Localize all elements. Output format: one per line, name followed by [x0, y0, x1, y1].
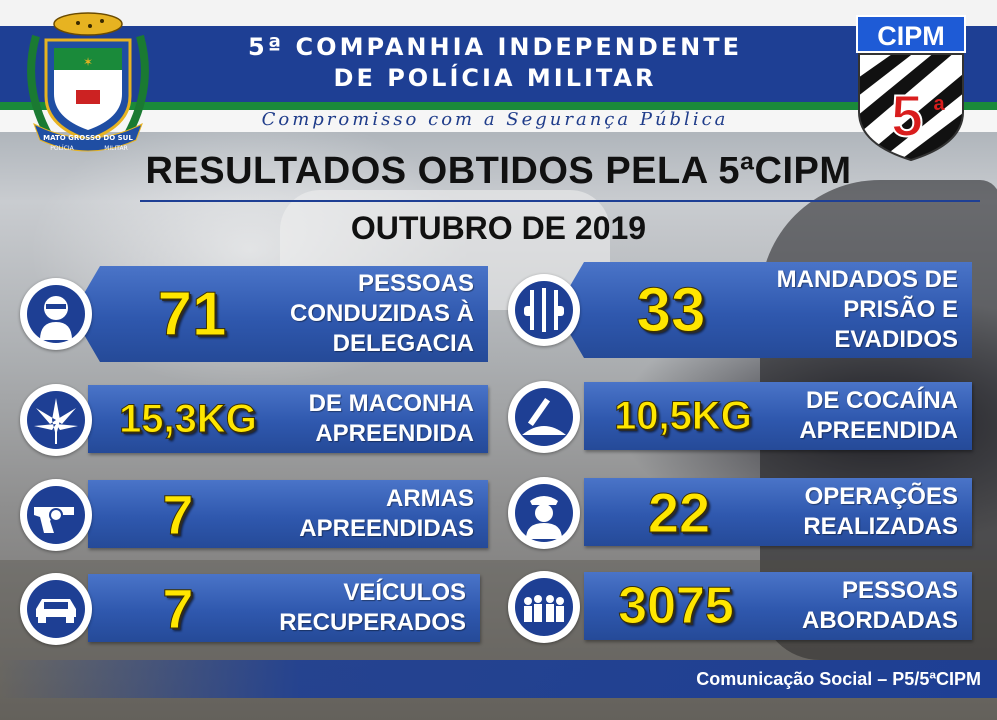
stat-card-cocaine: 10,5KG DE COCAÍNA APREENDIDA	[584, 382, 972, 450]
stat-label: ARMAS APREENDIDAS	[299, 480, 474, 548]
pmms-crest-logo: ✶ MATO GROSSO DO SUL POLÍCIA MILITAR	[18, 6, 158, 156]
police-officer-icon	[508, 477, 580, 549]
header-slogan: Compromisso com a Segurança Pública	[261, 109, 729, 130]
revolver-icon	[20, 479, 92, 551]
cipm-badge-sup: a	[933, 93, 945, 115]
stat-label-line: PRISÃO E	[843, 296, 958, 323]
footer-credit: Comunicação Social – P5/5ªCIPM	[696, 669, 981, 689]
stat-value: 33	[636, 275, 706, 345]
cipm-badge-number: 5	[891, 84, 923, 149]
stat-label-line: EVADIDOS	[834, 326, 958, 353]
stat-label-line: CONDUZIDAS À	[290, 300, 474, 327]
header-slogan-strip	[0, 110, 997, 132]
stat-label-line: APREENDIDA	[799, 417, 958, 444]
stat-label-line: APREENDIDA	[315, 420, 474, 447]
svg-text:✶: ✶	[83, 55, 93, 69]
stat-label-line: VEÍCULOS	[343, 579, 466, 606]
stat-label: MANDADOS DE PRISÃO E EVADIDOS	[777, 262, 958, 358]
stat-value: 15,3KG	[119, 396, 258, 441]
stat-label-line: MANDADOS DE	[776, 266, 958, 293]
crest-right-text: MILITAR	[104, 145, 128, 152]
stat-label: VEÍCULOS RECUPERADOS	[279, 574, 466, 642]
footer: Comunicação Social – P5/5ªCIPM	[0, 660, 997, 700]
cocaine-powder-icon	[508, 381, 580, 453]
prison-bars-icon	[508, 274, 580, 346]
crest-banner-text: MATO GROSSO DO SUL	[43, 134, 133, 142]
stat-card-conducted: 71 PESSOAS CONDUZIDAS À DELEGACIA	[72, 266, 488, 362]
stat-label-line: APREENDIDAS	[299, 515, 474, 542]
stat-value: 22	[647, 480, 711, 544]
crest-left-text: POLÍCIA	[50, 145, 74, 152]
stat-card-approached: 3075 PESSOAS ABORDADAS	[584, 572, 972, 640]
stat-value: 10,5KG	[614, 393, 753, 438]
stat-label: PESSOAS ABORDADAS	[802, 572, 958, 640]
stat-label: DE COCAÍNA APREENDIDA	[799, 382, 958, 450]
stat-label-line: ABORDADAS	[802, 607, 958, 634]
stat-value: 7	[162, 482, 194, 546]
page-title: RESULTADOS OBTIDOS PELA 5ªCIPM	[145, 150, 852, 192]
cipm-badge-top-text: CIPM	[877, 21, 945, 51]
stat-card-operations: 22 OPERAÇÕES REALIZADAS	[584, 478, 972, 546]
stat-label-line: DE MACONHA	[308, 390, 474, 417]
crowd-icon	[508, 571, 580, 643]
header-blue-band	[0, 26, 997, 102]
stat-label: DE MACONHA APREENDIDA	[309, 385, 474, 453]
crest-icon: ✶ MATO GROSSO DO SUL POLÍCIA MILITAR	[27, 12, 149, 152]
stat-card-weapons: 7 ARMAS APREENDIDAS	[88, 480, 488, 548]
car-icon	[20, 573, 92, 645]
stat-value: 7	[162, 576, 194, 640]
header-title-line2: DE POLÍCIA MILITAR	[333, 64, 657, 92]
stat-label-line: OPERAÇÕES	[804, 483, 958, 510]
header-top-strip	[0, 0, 997, 26]
stat-card-marijuana: 15,3KG DE MACONHA APREENDIDA	[88, 385, 488, 453]
stat-label-line: PESSOAS	[841, 577, 958, 604]
stat-card-vehicles: 7 VEÍCULOS RECUPERADOS	[88, 574, 480, 642]
footer-bar	[0, 660, 997, 698]
stat-label: OPERAÇÕES REALIZADAS	[803, 478, 958, 546]
cipm-badge-logo: CIPM 5 a	[855, 14, 967, 162]
stat-label: PESSOAS CONDUZIDAS À DELEGACIA	[290, 266, 474, 362]
header-green-stripe	[0, 102, 997, 110]
title-divider	[140, 200, 980, 202]
page-subtitle: OUTUBRO DE 2019	[350, 210, 647, 246]
header-banner: 5ª COMPANHIA INDEPENDENTE DE POLÍCIA MIL…	[0, 0, 997, 140]
stat-label-line: REALIZADAS	[803, 513, 958, 540]
stat-label-line: DELEGACIA	[332, 330, 474, 357]
stat-value: 3075	[618, 577, 735, 636]
header-title-line1: 5ª COMPANHIA INDEPENDENTE	[247, 33, 743, 61]
cipm-badge-icon: CIPM 5 a	[856, 15, 966, 162]
cannabis-leaf-icon	[20, 384, 92, 456]
masked-person-icon	[20, 278, 92, 350]
stat-value: 71	[157, 279, 227, 349]
stat-label-line: PESSOAS	[357, 270, 474, 297]
stat-card-warrants: 33 MANDADOS DE PRISÃO E EVADIDOS	[556, 262, 972, 358]
stat-label-line: DE COCAÍNA	[805, 387, 958, 414]
stat-label-line: RECUPERADOS	[279, 609, 466, 636]
stat-label-line: ARMAS	[386, 485, 474, 512]
